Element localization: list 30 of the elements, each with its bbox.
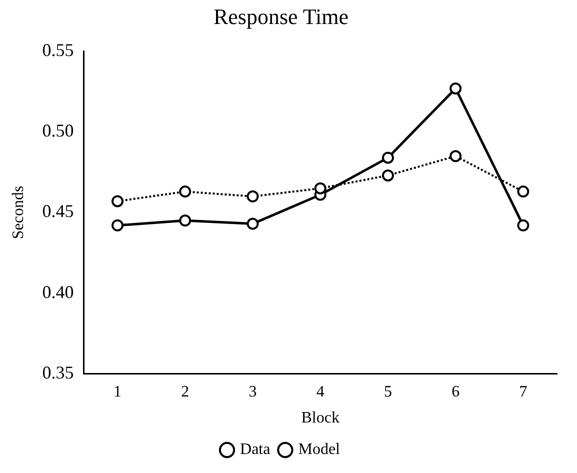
x-tick-label: 7 bbox=[519, 383, 528, 400]
x-tick-label: 3 bbox=[248, 383, 257, 400]
point bbox=[246, 218, 259, 230]
chart-title: Response Time bbox=[213, 4, 349, 29]
point bbox=[517, 219, 530, 232]
point bbox=[112, 195, 124, 208]
point bbox=[314, 182, 326, 194]
y-axis-title: Seconds bbox=[10, 186, 27, 240]
x-axis-title: Block bbox=[301, 410, 340, 427]
x-tick-label: 1 bbox=[114, 383, 122, 400]
y-tick-label: 0.50 bbox=[42, 120, 74, 141]
x-tick-label: 5 bbox=[384, 383, 392, 400]
x-tick-label: 2 bbox=[181, 383, 190, 400]
point bbox=[517, 186, 530, 198]
point bbox=[450, 150, 462, 162]
x-tick-label: 6 bbox=[452, 383, 460, 400]
point bbox=[179, 214, 192, 227]
x-tick-label: 4 bbox=[316, 383, 324, 400]
point bbox=[179, 186, 192, 198]
y-tick-label: 0.45 bbox=[42, 201, 74, 222]
point bbox=[246, 190, 259, 202]
point bbox=[382, 152, 394, 164]
point bbox=[112, 219, 124, 232]
point bbox=[382, 169, 394, 182]
legend-label: Data bbox=[240, 441, 270, 458]
y-tick-label: 0.55 bbox=[42, 40, 74, 60]
legend-label: Model bbox=[298, 441, 341, 458]
point bbox=[450, 82, 462, 94]
y-tick-label: 0.40 bbox=[42, 282, 74, 302]
y-tick-label: 0.35 bbox=[42, 362, 74, 382]
